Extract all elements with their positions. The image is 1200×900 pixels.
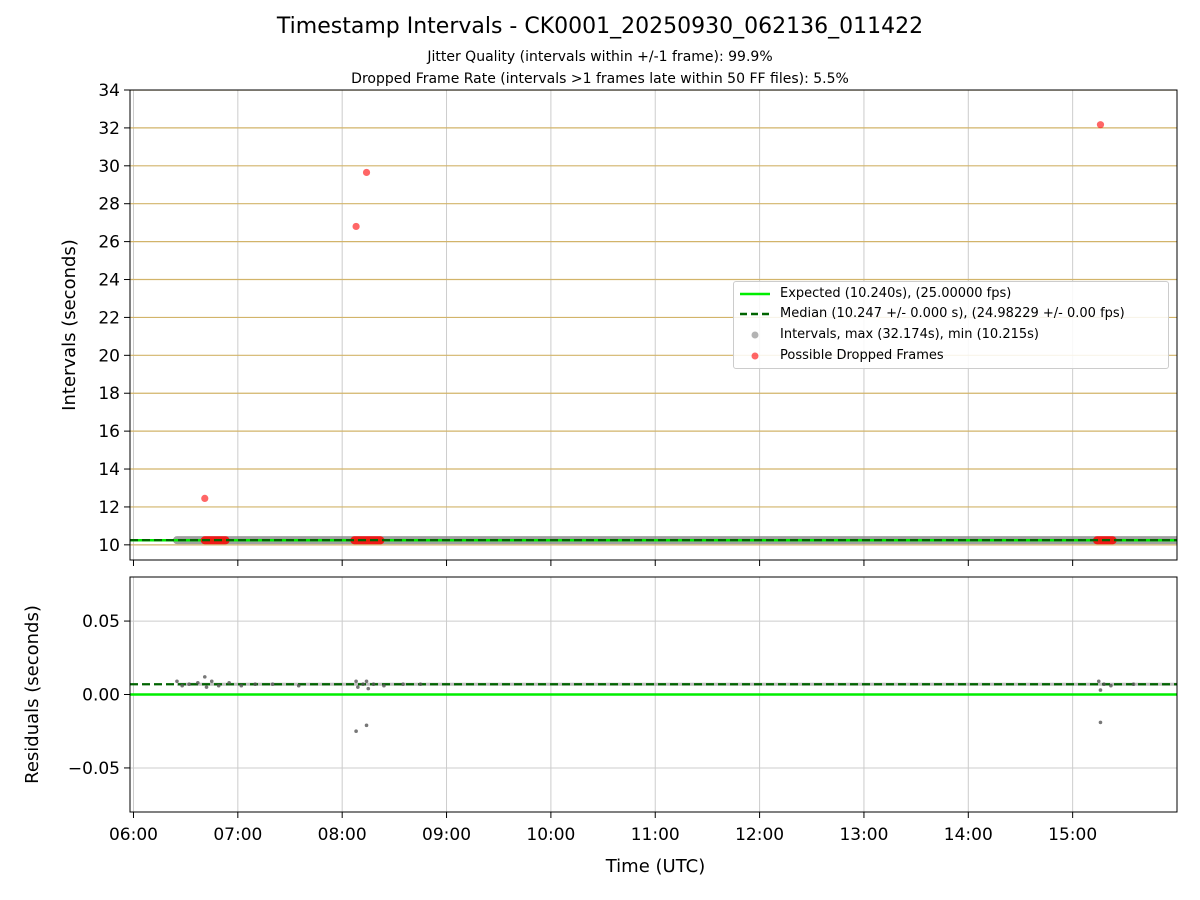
y-tick-label: 20 — [98, 346, 120, 366]
jitter-quality-subtitle: Jitter Quality (intervals within +/-1 fr… — [427, 49, 773, 65]
y-axis-label-residuals: Residuals (seconds) — [22, 605, 43, 784]
x-tick-label: 08:00 — [318, 825, 367, 845]
x-tick-label: 06:00 — [109, 825, 158, 845]
dropped-frame-point — [362, 168, 371, 177]
y-tick-label: 34 — [98, 81, 120, 101]
y-tick-label: 10 — [98, 536, 120, 556]
residual-point — [1109, 683, 1113, 688]
legend-label-expected: Expected (10.240s), (25.00000 fps) — [780, 286, 1012, 301]
dropped-frame-point — [1096, 121, 1105, 129]
residual-point — [364, 723, 369, 728]
y-tick-label: 0.00 — [82, 686, 120, 706]
residual-point — [180, 683, 184, 688]
y-tick-label: 14 — [98, 460, 120, 480]
residual-point — [1098, 688, 1103, 692]
residual-point — [209, 679, 214, 684]
legend-item-intervals: Intervals, max (32.174s), min (10.215s) — [734, 325, 1168, 345]
residual-point — [1131, 682, 1136, 687]
y-tick-label: 22 — [98, 308, 120, 328]
legend-label-intervals: Intervals, max (32.174s), min (10.215s) — [780, 327, 1039, 342]
residual-point — [196, 680, 200, 685]
residual-point — [253, 682, 258, 687]
residual-point — [364, 679, 369, 684]
residual-point — [418, 682, 423, 687]
y-tick-label: 24 — [98, 271, 120, 291]
residual-point — [401, 682, 405, 687]
x-tick-label: 07:00 — [213, 825, 262, 845]
y-axis-label-intervals: Intervals (seconds) — [59, 239, 80, 411]
y-tick-label: −0.05 — [68, 759, 120, 779]
y-tick-label: 32 — [98, 119, 120, 139]
x-tick-label: 10:00 — [526, 825, 575, 845]
legend-item-median: Median (10.247 +/- 0.000 s), (24.98229 +… — [734, 304, 1168, 324]
dropped-frame-rate-subtitle: Dropped Frame Rate (intervals >1 frames … — [351, 71, 849, 87]
y-tick-label: 26 — [98, 233, 120, 253]
chart-title: Timestamp Intervals - CK0001_20250930_06… — [276, 14, 924, 39]
bottom-panel-frame — [129, 576, 1178, 813]
residual-point — [1096, 679, 1101, 684]
legend-item-expected: Expected (10.240s), (25.00000 fps) — [734, 284, 1168, 304]
bottom-plot-area — [130, 577, 1177, 812]
residual-point — [296, 683, 301, 688]
residual-point — [216, 683, 221, 688]
x-tick-label: 15:00 — [1048, 825, 1097, 845]
residual-point — [175, 679, 179, 684]
residual-point — [366, 686, 371, 691]
y-tick-label: 30 — [98, 157, 120, 177]
residual-point — [356, 685, 360, 689]
residual-point — [227, 680, 231, 685]
y-tick-label: 28 — [98, 195, 120, 215]
residual-point — [239, 683, 244, 688]
dropped-frame-point — [352, 222, 360, 231]
legend-label-dropped: Possible Dropped Frames — [780, 348, 944, 363]
x-tick-label: 14:00 — [944, 825, 993, 845]
residual-point — [371, 682, 376, 687]
residual-point — [270, 682, 275, 687]
y-tick-label: 0.05 — [82, 612, 120, 632]
x-tick-label: 13:00 — [839, 825, 888, 845]
residual-point — [382, 683, 386, 688]
residual-point — [354, 729, 358, 734]
y-tick-label: 12 — [98, 498, 120, 518]
y-tick-label: 16 — [98, 422, 120, 442]
residual-point — [1102, 682, 1106, 687]
residual-point — [361, 682, 365, 687]
residual-point — [202, 675, 207, 679]
legend: Expected (10.240s), (25.00000 fps) Media… — [733, 281, 1169, 369]
top-panel-frame — [129, 89, 1178, 561]
residual-point — [1098, 720, 1103, 725]
x-tick-label: 11:00 — [631, 825, 680, 845]
y-tick-label: 18 — [98, 384, 120, 404]
residual-point — [204, 685, 209, 689]
x-tick-label: 12:00 — [735, 825, 784, 845]
legend-item-dropped: Possible Dropped Frames — [734, 346, 1168, 366]
x-axis-label: Time (UTC) — [605, 856, 706, 877]
residual-point — [354, 679, 358, 684]
legend-label-median: Median (10.247 +/- 0.000 s), (24.98229 +… — [780, 306, 1125, 321]
dropped-frame-point — [201, 494, 209, 503]
residual-point — [187, 682, 191, 687]
x-tick-label: 09:00 — [422, 825, 471, 845]
